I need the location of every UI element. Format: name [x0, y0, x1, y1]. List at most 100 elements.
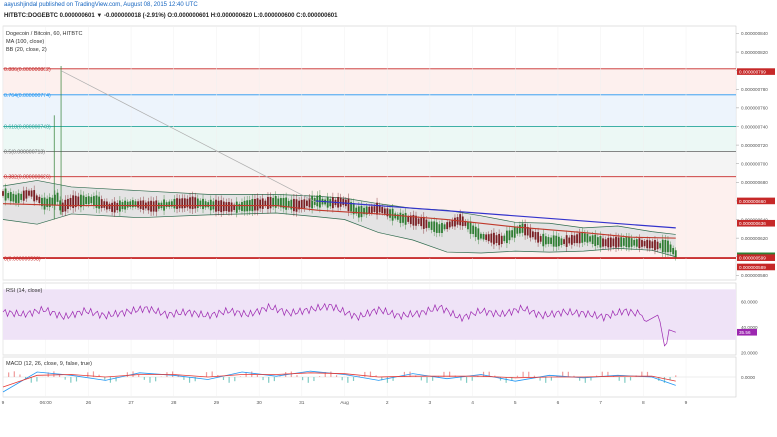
- candle-body: [487, 234, 490, 242]
- macd-histogram-bar: [205, 372, 208, 377]
- candle-body: [467, 221, 469, 230]
- macd-histogram-bar: [550, 377, 552, 381]
- signal-line: [2, 372, 676, 388]
- candle-body: [565, 235, 568, 247]
- macd-histogram-bar: [675, 375, 677, 377]
- macd-histogram-bar: [324, 371, 326, 377]
- bb-lower: [2, 212, 676, 258]
- candle-body: [363, 207, 365, 215]
- rsi-badge-label: 35.56: [739, 330, 751, 335]
- price-tick-label: 0.000000580: [741, 273, 768, 278]
- candle-body: [407, 216, 410, 222]
- macd-histogram-bar: [358, 376, 360, 377]
- candle-body: [85, 196, 88, 205]
- candle-body: [477, 228, 480, 240]
- macd-histogram-bar: [143, 377, 145, 380]
- candle-body: [570, 234, 573, 245]
- candle-body: [459, 214, 462, 226]
- candle-body: [576, 234, 578, 244]
- time-tick-label: 30: [256, 400, 262, 406]
- candle-body: [537, 232, 539, 243]
- candle-body: [381, 206, 384, 214]
- candle-body: [648, 240, 651, 249]
- candle-body: [264, 200, 267, 206]
- main-pane-title: Dogecoin / Bitcoin, 60, HITBTC: [6, 31, 82, 37]
- candle-body: [25, 190, 28, 199]
- candle-body: [425, 219, 428, 229]
- candle-body: [285, 197, 288, 210]
- candle-body: [254, 198, 256, 211]
- candle-body: [667, 240, 669, 253]
- macd-histogram-bar: [58, 374, 61, 377]
- price-tick-label: 0.000000740: [741, 124, 768, 129]
- candle-body: [448, 221, 451, 228]
- candle-body: [74, 195, 77, 208]
- candle-body: [183, 198, 186, 209]
- candle-body: [256, 198, 259, 211]
- candle-body: [396, 214, 399, 220]
- fib-zone: [3, 151, 736, 177]
- candle-body: [495, 235, 498, 243]
- bb-upper: [2, 180, 676, 235]
- candle-body: [173, 198, 176, 209]
- macd-histogram-bar: [183, 377, 185, 380]
- rsi-tick-label: 20.0000: [741, 350, 758, 355]
- candle-body: [95, 195, 98, 208]
- candle-body: [615, 236, 617, 248]
- macd-histogram-bar: [70, 377, 72, 383]
- candle-body: [654, 240, 656, 251]
- ma-line: [2, 203, 676, 239]
- candle-body: [235, 201, 238, 213]
- candle-body: [350, 202, 352, 212]
- candle-body: [368, 206, 371, 214]
- time-tick-label: 8: [642, 400, 645, 406]
- price-tick-label: 0.000000700: [741, 161, 768, 166]
- candle-body: [633, 239, 636, 246]
- candle-body: [339, 197, 342, 207]
- candle-body: [113, 201, 116, 213]
- candle-body: [165, 202, 168, 208]
- candle-body: [90, 196, 93, 204]
- candle-body: [534, 232, 537, 240]
- candle-body: [225, 202, 228, 212]
- candle-body: [15, 194, 17, 203]
- candle-body: [661, 239, 664, 253]
- candle-body: [394, 213, 397, 219]
- candle-body: [77, 196, 80, 206]
- time-tick-label: 9: [2, 400, 5, 406]
- macd-histogram-bar: [528, 371, 530, 377]
- candle-body: [282, 197, 285, 209]
- macd-histogram-bar: [539, 377, 541, 381]
- candle-body: [290, 199, 293, 210]
- macd-histogram-bar: [352, 377, 355, 381]
- candle-body: [28, 190, 30, 196]
- price-tick-label: 0.000000780: [741, 87, 768, 92]
- price-badge: [737, 254, 775, 261]
- candle-body: [503, 235, 506, 242]
- candle-body: [241, 202, 243, 211]
- macd-histogram-bar: [318, 376, 321, 377]
- candle-body: [531, 231, 534, 238]
- publisher-line[interactable]: aayushjindal published on TradingView.co…: [4, 2, 198, 8]
- candle-body: [404, 212, 407, 225]
- candle-body: [233, 204, 236, 210]
- candle-body: [641, 240, 643, 247]
- price-badge-label: 0.000000636: [739, 221, 766, 226]
- candle-body: [82, 195, 85, 206]
- candle-body: [238, 203, 241, 210]
- candle-body: [228, 201, 230, 212]
- macd-histogram-bar: [302, 377, 304, 381]
- rsi-line: [2, 302, 676, 347]
- candle-body: [98, 196, 101, 209]
- price-tick-label: 0.000000840: [741, 31, 768, 36]
- macd-histogram-bar: [104, 377, 106, 380]
- candle-body: [293, 198, 295, 212]
- macd-histogram-bar: [375, 375, 377, 377]
- macd-histogram-bar: [109, 377, 112, 383]
- macd-histogram-bar: [381, 377, 383, 381]
- fib-zone: [3, 68, 736, 95]
- price-tick-label: 0.000000720: [741, 143, 768, 148]
- macd-histogram-bar: [92, 371, 95, 377]
- macd-histogram-bar: [273, 377, 275, 382]
